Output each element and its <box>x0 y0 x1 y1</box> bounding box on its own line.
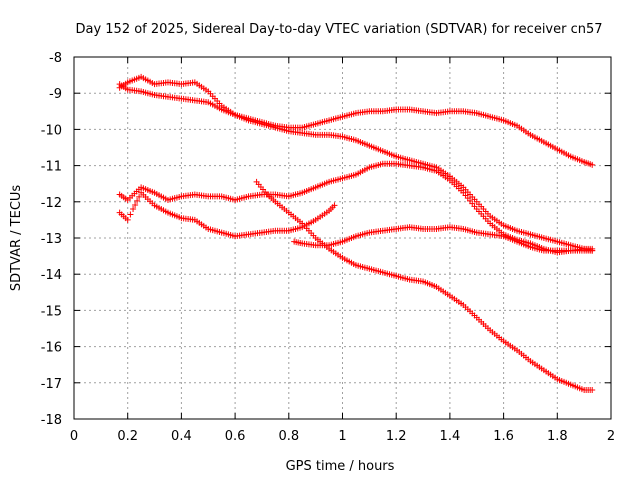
data-point <box>124 216 131 223</box>
series-track-1 <box>116 81 596 168</box>
data-point <box>589 245 596 252</box>
x-tick-label: 0.6 <box>225 429 246 444</box>
data-point <box>589 387 596 394</box>
x-tick-label: 0.8 <box>278 429 299 444</box>
data-point <box>130 206 137 213</box>
y-tick-label: -17 <box>41 377 62 392</box>
series-track-5 <box>253 178 596 394</box>
y-tick-label: -13 <box>41 232 62 247</box>
axis-ticks <box>73 56 612 420</box>
y-tick-label: -15 <box>41 304 62 319</box>
data-point <box>331 202 338 209</box>
x-tick-label: 1.2 <box>386 429 407 444</box>
series-track-4 <box>116 189 338 240</box>
x-tick-label: 0 <box>70 429 78 444</box>
y-tick-label: -11 <box>41 160 62 175</box>
data-point <box>132 201 139 208</box>
x-tick-label: 2 <box>607 429 615 444</box>
x-tick-label: 1.6 <box>493 429 514 444</box>
x-tick-label: 1.8 <box>547 429 568 444</box>
data-point <box>589 161 596 168</box>
y-tick-label: -16 <box>41 341 62 356</box>
x-tick-label: 0.4 <box>171 429 192 444</box>
series-track-2 <box>116 73 596 254</box>
y-tick-label: -18 <box>41 413 62 428</box>
grid <box>74 57 611 419</box>
x-tick-label: 0.2 <box>117 429 138 444</box>
y-tick-label: -9 <box>49 87 62 102</box>
data-point <box>127 211 134 218</box>
x-tick-labels: 0 0.2 0.4 0.6 0.8 1 1.2 1.4 1.6 1.8 2 <box>70 429 615 444</box>
chart-title: Day 152 of 2025, Sidereal Day-to-day VTE… <box>75 22 602 37</box>
y-tick-label: -12 <box>41 196 62 211</box>
y-tick-label: -10 <box>41 123 62 138</box>
x-tick-label: 1 <box>338 429 346 444</box>
x-axis-label: GPS time / hours <box>286 459 395 474</box>
data-point <box>136 193 143 200</box>
y-tick-label: -8 <box>49 51 62 66</box>
data-series <box>116 73 596 394</box>
y-tick-label: -14 <box>41 268 62 283</box>
series-track-3 <box>116 160 596 256</box>
series-track-6 <box>291 224 596 254</box>
x-tick-label: 1.4 <box>440 429 461 444</box>
y-tick-labels: -8 -9 -10 -11 -12 -13 -14 -15 -16 -17 -18 <box>41 51 62 428</box>
y-axis-label: SDTVAR / TECUs <box>9 185 24 292</box>
data-point <box>134 197 141 204</box>
plot-frame <box>73 56 612 420</box>
